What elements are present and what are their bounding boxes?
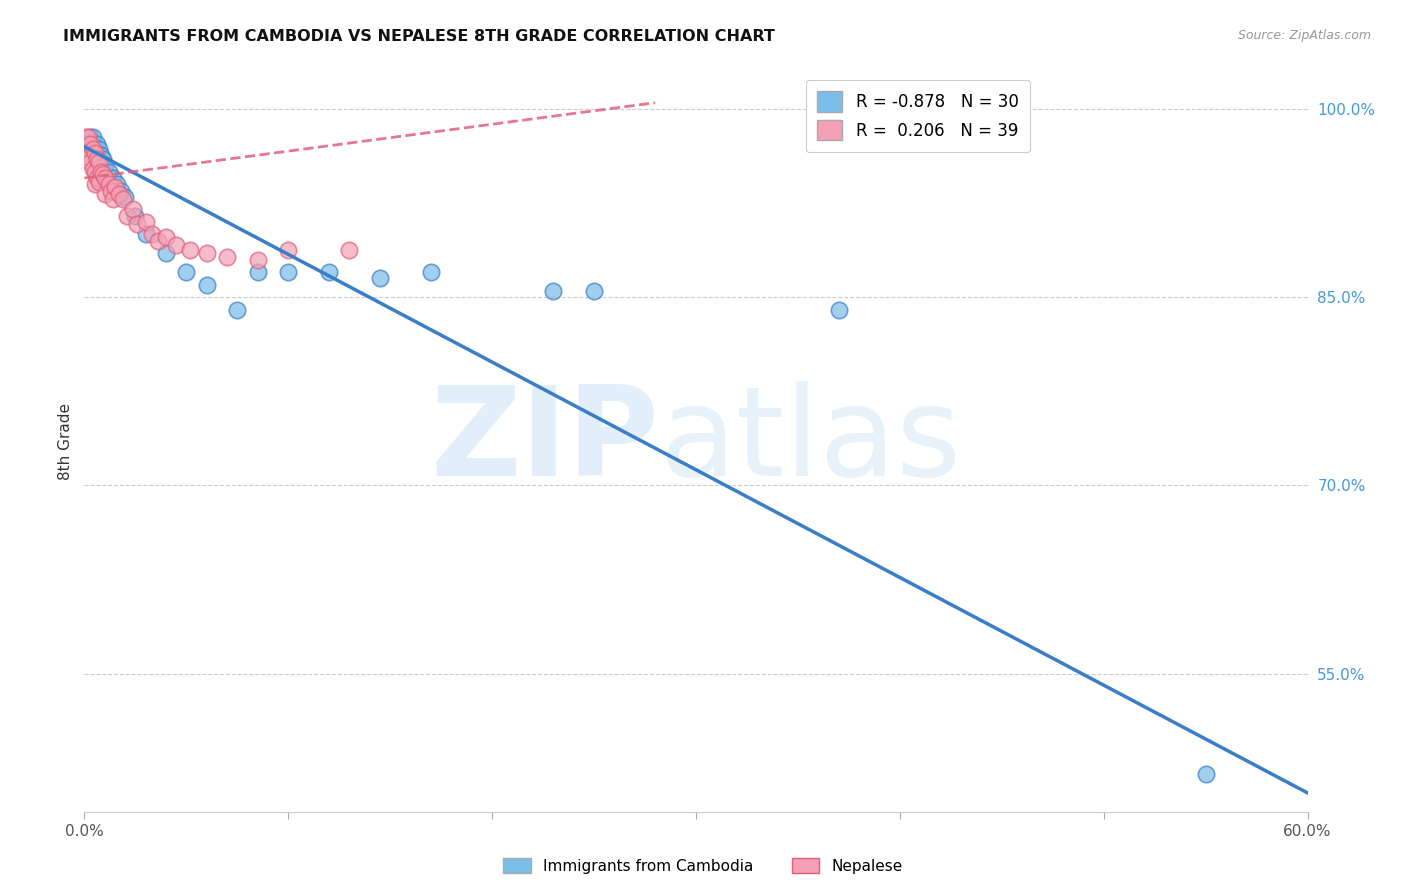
- Point: [83, 145, 105, 160]
- Text: ZIP: ZIP: [430, 381, 659, 502]
- Point: [82, 129, 104, 144]
- Point: [318, 265, 340, 279]
- Point: [124, 209, 146, 223]
- Point: [86, 171, 108, 186]
- Text: atlas: atlas: [659, 381, 962, 502]
- Point: [77, 129, 100, 144]
- Point: [101, 192, 124, 206]
- Point: [83, 178, 105, 192]
- Legend: Immigrants from Cambodia, Nepalese: Immigrants from Cambodia, Nepalese: [498, 852, 908, 880]
- Point: [112, 192, 135, 206]
- Point: [100, 184, 122, 198]
- Point: [828, 302, 851, 317]
- Point: [75, 129, 97, 144]
- Point: [127, 218, 149, 232]
- Point: [79, 137, 101, 152]
- Point: [368, 271, 391, 285]
- Point: [79, 129, 101, 144]
- Point: [79, 154, 101, 169]
- Text: Source: ZipAtlas.com: Source: ZipAtlas.com: [1237, 29, 1371, 42]
- Point: [82, 162, 104, 177]
- Point: [75, 145, 97, 160]
- Point: [86, 152, 108, 166]
- Point: [93, 187, 115, 202]
- Point: [122, 202, 145, 217]
- Point: [114, 190, 136, 204]
- Point: [420, 265, 443, 279]
- Point: [339, 243, 361, 257]
- Point: [90, 148, 112, 162]
- Text: IMMIGRANTS FROM CAMBODIA VS NEPALESE 8TH GRADE CORRELATION CHART: IMMIGRANTS FROM CAMBODIA VS NEPALESE 8TH…: [63, 29, 775, 44]
- Point: [165, 237, 187, 252]
- Point: [82, 142, 104, 156]
- Point: [277, 243, 299, 257]
- Point: [97, 178, 120, 192]
- Point: [104, 179, 127, 194]
- Point: [195, 277, 218, 292]
- Point: [90, 165, 112, 179]
- Point: [543, 284, 565, 298]
- Point: [155, 230, 177, 244]
- Point: [174, 265, 197, 279]
- Point: [226, 302, 249, 317]
- Y-axis label: 8th Grade: 8th Grade: [58, 403, 73, 480]
- Point: [246, 252, 269, 267]
- Point: [93, 159, 115, 173]
- Point: [83, 165, 105, 179]
- Point: [87, 175, 110, 189]
- Point: [97, 165, 120, 179]
- Point: [83, 139, 105, 153]
- Point: [135, 227, 157, 242]
- Point: [87, 154, 110, 169]
- Point: [115, 209, 138, 223]
- Point: [146, 234, 169, 248]
- Point: [75, 133, 97, 147]
- Point: [583, 284, 606, 298]
- Point: [155, 246, 177, 260]
- Point: [105, 178, 128, 192]
- Point: [277, 265, 299, 279]
- Point: [217, 250, 239, 264]
- Point: [101, 171, 124, 186]
- Point: [135, 215, 157, 229]
- Point: [91, 167, 114, 181]
- Point: [87, 142, 110, 156]
- Point: [77, 133, 100, 147]
- Point: [86, 137, 108, 152]
- Point: [1195, 767, 1218, 781]
- Legend: R = -0.878   N = 30, R =  0.206   N = 39: R = -0.878 N = 30, R = 0.206 N = 39: [806, 79, 1031, 152]
- Point: [77, 150, 100, 164]
- Point: [91, 152, 114, 166]
- Point: [179, 243, 201, 257]
- Point: [195, 246, 218, 260]
- Point: [110, 184, 132, 198]
- Point: [141, 227, 163, 242]
- Point: [93, 171, 115, 186]
- Point: [246, 265, 269, 279]
- Point: [108, 187, 131, 202]
